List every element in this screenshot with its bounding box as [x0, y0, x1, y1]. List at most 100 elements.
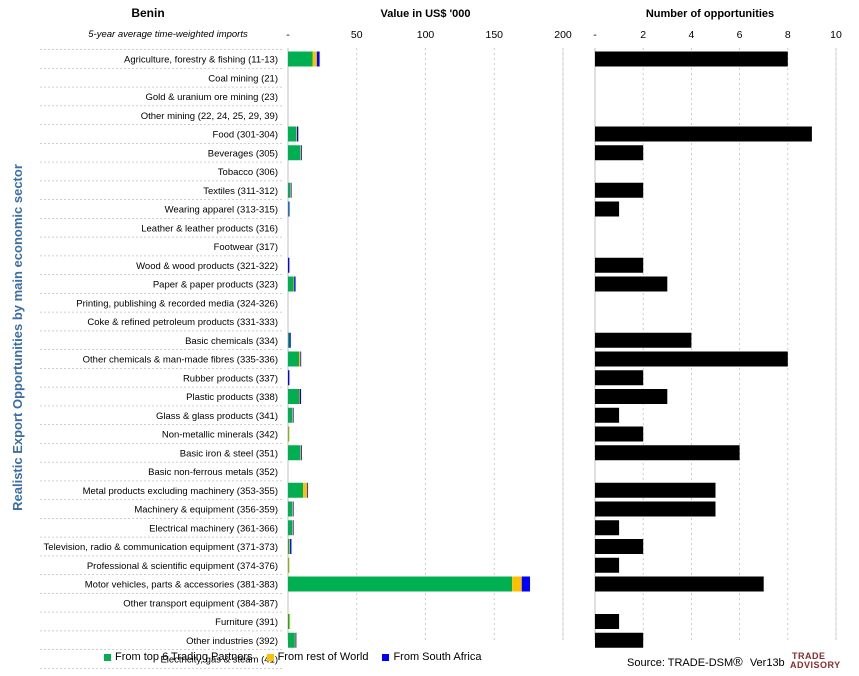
right-axis-title: Number of opportunities	[646, 8, 774, 20]
bar-opportunities	[595, 389, 667, 404]
bar-opportunities	[595, 127, 812, 142]
bar-opportunities	[595, 352, 788, 367]
category-label: Beverages (305)	[208, 148, 278, 159]
bar-top6	[288, 52, 313, 67]
bar-top6	[288, 427, 289, 442]
category-label: Other transport equipment (384-387)	[123, 598, 278, 609]
bar-opportunities	[595, 277, 667, 292]
bar-top6	[288, 633, 295, 648]
left-tick-label: 100	[417, 29, 435, 41]
export-opportunities-chart: Benin5-year average time-weighted import…	[0, 0, 859, 676]
left-tick-label: 150	[485, 29, 503, 41]
legend-swatch-row	[267, 654, 274, 661]
bar-rest-of-world	[313, 52, 317, 67]
bar-opportunities	[595, 577, 764, 592]
legend-item-row: From rest of World	[267, 651, 369, 663]
right-tick-label: 10	[830, 29, 842, 41]
bar-south-africa	[301, 445, 302, 460]
category-label: Television, radio & communication equipm…	[44, 542, 278, 553]
bar-top6	[288, 352, 299, 367]
bar-rest-of-world	[512, 577, 522, 592]
source-note: Source: TRADE-DSM® Ver13b	[627, 654, 785, 669]
legend: From top 6 Trading Partners From rest of…	[104, 651, 481, 663]
right-tick-label: -	[593, 29, 597, 41]
bar-opportunities	[595, 183, 643, 198]
left-tick-label: 50	[351, 29, 363, 41]
bar-south-africa	[307, 483, 308, 498]
bar-rest-of-world	[289, 427, 290, 442]
category-label: Textiles (311-312)	[203, 186, 278, 197]
legend-swatch-top6	[104, 654, 111, 661]
bar-rest-of-world	[290, 183, 291, 198]
right-tick-label: 6	[737, 29, 743, 41]
bar-top6	[288, 333, 289, 348]
bar-south-africa	[300, 352, 301, 367]
category-label: Wood & wood products (321-322)	[136, 261, 278, 272]
right-tick-label: 4	[688, 29, 694, 41]
category-label: Machinery & equipment (356-359)	[134, 505, 278, 516]
legend-item-sa: From South Africa	[382, 651, 481, 663]
bar-south-africa	[317, 52, 320, 67]
bar-rest-of-world	[292, 520, 293, 535]
legend-label-sa: From South Africa	[393, 651, 481, 663]
category-label: Professional & scientific equipment (374…	[87, 561, 278, 572]
bar-top6	[288, 483, 303, 498]
bar-rest-of-world	[289, 539, 290, 554]
version-text: Ver13b	[750, 657, 785, 669]
logo-line-2: ADVISORY	[790, 661, 841, 670]
category-label: Gold & uranium ore mining (23)	[145, 92, 278, 103]
bar-rest-of-world	[299, 389, 300, 404]
category-label: Non-metallic minerals (342)	[162, 430, 278, 441]
category-label: Basic iron & steel (351)	[180, 448, 278, 459]
bar-opportunities	[595, 445, 740, 460]
bar-south-africa	[301, 145, 302, 160]
bar-top6	[288, 539, 289, 554]
bar-rest-of-world	[296, 127, 297, 142]
bar-rest-of-world	[295, 633, 296, 648]
country-title: Benin	[131, 6, 164, 20]
bar-south-africa	[288, 258, 289, 273]
legend-item-top6: From top 6 Trading Partners	[104, 651, 253, 663]
bar-top6	[288, 202, 289, 217]
category-label: Other chemicals & man-made fibres (335-3…	[83, 355, 278, 366]
category-label: Rubber products (337)	[183, 373, 278, 384]
y-axis-label: Realistic Export Opportunities by main e…	[10, 150, 25, 525]
source-text: Source: TRADE-DSM	[627, 657, 733, 669]
bar-rest-of-world	[299, 352, 300, 367]
bar-opportunities	[595, 520, 619, 535]
bar-opportunities	[595, 539, 643, 554]
bar-rest-of-world	[294, 277, 295, 292]
bar-opportunities	[595, 614, 619, 629]
bar-south-africa	[293, 408, 294, 423]
bar-opportunities	[595, 558, 619, 573]
bar-opportunities	[595, 333, 691, 348]
legend-swatch-sa	[382, 654, 389, 661]
trade-advisory-logo: TRADE ADVISORY	[790, 652, 841, 670]
bar-opportunities	[595, 633, 643, 648]
bar-opportunities	[595, 52, 788, 67]
category-label: Electrical machinery (361-366)	[149, 523, 278, 534]
bar-rest-of-world	[303, 483, 307, 498]
bar-rest-of-world	[300, 145, 301, 160]
category-label: Coke & refined petroleum products (331-3…	[87, 317, 278, 328]
bar-rest-of-world	[289, 558, 290, 573]
bar-rest-of-world	[292, 502, 293, 517]
category-label: Basic chemicals (334)	[185, 336, 278, 347]
category-label: Footwear (317)	[214, 242, 278, 253]
bar-south-africa	[289, 333, 290, 348]
bar-south-africa	[293, 502, 294, 517]
category-label: Agriculture, forestry & fishing (11-13)	[124, 55, 278, 66]
bar-south-africa	[297, 127, 298, 142]
bar-opportunities	[595, 427, 643, 442]
category-label: Other industries (392)	[186, 636, 278, 647]
category-label: Food (301-304)	[213, 130, 278, 141]
bar-opportunities	[595, 202, 619, 217]
category-label: Tobacco (306)	[218, 167, 278, 178]
bar-opportunities	[595, 483, 716, 498]
bar-top6	[288, 445, 300, 460]
bar-top6	[288, 502, 292, 517]
category-label: Glass & glass products (341)	[156, 411, 278, 422]
bar-top6	[288, 558, 289, 573]
legend-label-row: From rest of World	[278, 651, 369, 663]
category-label: Wearing apparel (313-315)	[165, 205, 278, 216]
